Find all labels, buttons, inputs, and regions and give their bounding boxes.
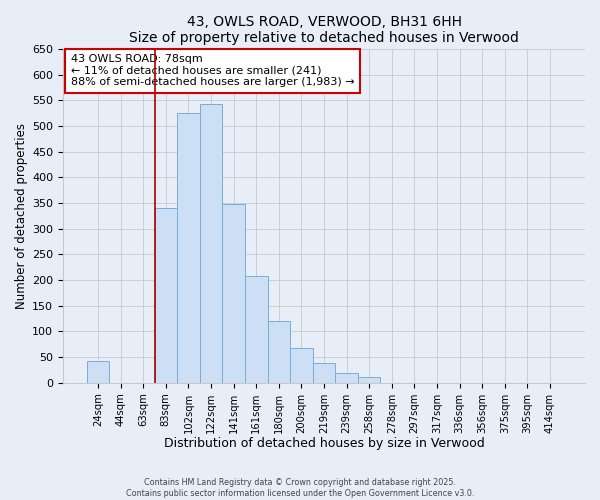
Bar [335,374,358,382]
Y-axis label: Number of detached properties: Number of detached properties [15,123,28,309]
Bar [358,377,380,382]
Title: 43, OWLS ROAD, VERWOOD, BH31 6HH
Size of property relative to detached houses in: 43, OWLS ROAD, VERWOOD, BH31 6HH Size of… [129,15,519,45]
Bar [223,204,245,382]
Bar [177,114,200,382]
Text: 43 OWLS ROAD: 78sqm
← 11% of detached houses are smaller (241)
88% of semi-detac: 43 OWLS ROAD: 78sqm ← 11% of detached ho… [71,54,355,88]
Bar [245,276,268,382]
Bar [268,321,290,382]
Bar [87,361,109,382]
Bar [313,363,335,382]
Bar [200,104,223,382]
Bar [155,208,177,382]
Bar [290,348,313,382]
Text: Contains HM Land Registry data © Crown copyright and database right 2025.
Contai: Contains HM Land Registry data © Crown c… [126,478,474,498]
X-axis label: Distribution of detached houses by size in Verwood: Distribution of detached houses by size … [164,437,484,450]
